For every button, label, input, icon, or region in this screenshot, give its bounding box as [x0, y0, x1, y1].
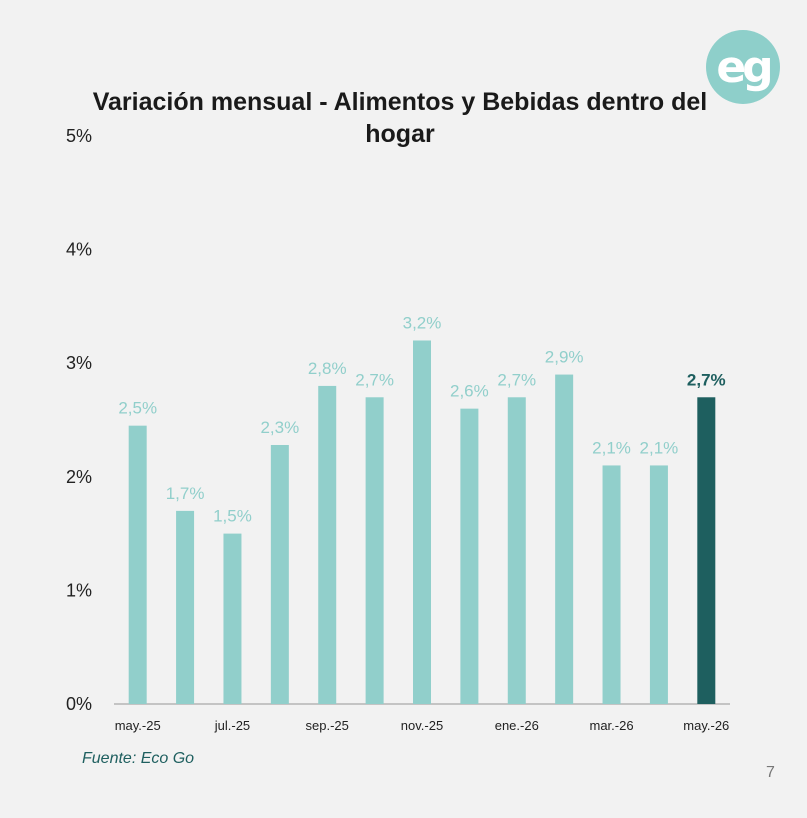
data-label: 2,9% — [545, 348, 584, 367]
eco-go-logo: eg — [706, 30, 780, 104]
x-tick-label: may.-25 — [115, 718, 161, 733]
data-label: 2,3% — [260, 418, 299, 437]
chart-title: Variación mensual - Alimentos y Bebidas … — [92, 88, 708, 148]
bar — [413, 340, 431, 704]
data-label: 3,2% — [403, 313, 442, 332]
bar — [176, 510, 195, 704]
bar — [460, 408, 479, 704]
x-tick-label: sep.-25 — [306, 718, 349, 733]
bar — [507, 397, 526, 704]
y-tick-label: 1% — [66, 580, 92, 600]
data-label: 2,5% — [118, 399, 157, 418]
bar — [318, 385, 337, 704]
data-label: 1,7% — [166, 484, 205, 503]
y-tick-label: 0% — [66, 694, 92, 714]
bar — [602, 465, 621, 704]
data-label: 1,5% — [213, 507, 252, 526]
data-label: 2,6% — [450, 382, 489, 401]
x-tick-label: ene.-26 — [495, 718, 539, 733]
y-tick-label: 3% — [66, 353, 92, 373]
bar — [128, 425, 147, 704]
x-tick-label: nov.-25 — [401, 718, 443, 733]
data-label: 2,7% — [497, 370, 536, 389]
bar — [223, 533, 242, 704]
data-label: 2,1% — [592, 438, 631, 457]
y-tick-label: 5% — [66, 126, 92, 146]
bar — [270, 444, 289, 704]
data-label: 2,8% — [308, 359, 347, 378]
x-tick-label: mar.-26 — [589, 718, 633, 733]
y-tick-label: 4% — [66, 240, 92, 260]
data-label: 2,7% — [355, 370, 394, 389]
bar — [555, 374, 574, 704]
bar — [697, 397, 716, 704]
page-number: 7 — [766, 764, 775, 781]
data-label: 2,7% — [687, 370, 726, 389]
y-tick-label: 2% — [66, 467, 92, 487]
data-label: 2,1% — [640, 438, 679, 457]
source-note: Fuente: Eco Go — [82, 750, 195, 767]
x-tick-label: may.-26 — [683, 718, 729, 733]
x-tick-label: jul.-25 — [214, 718, 250, 733]
bar — [649, 465, 668, 704]
bar — [365, 397, 384, 704]
